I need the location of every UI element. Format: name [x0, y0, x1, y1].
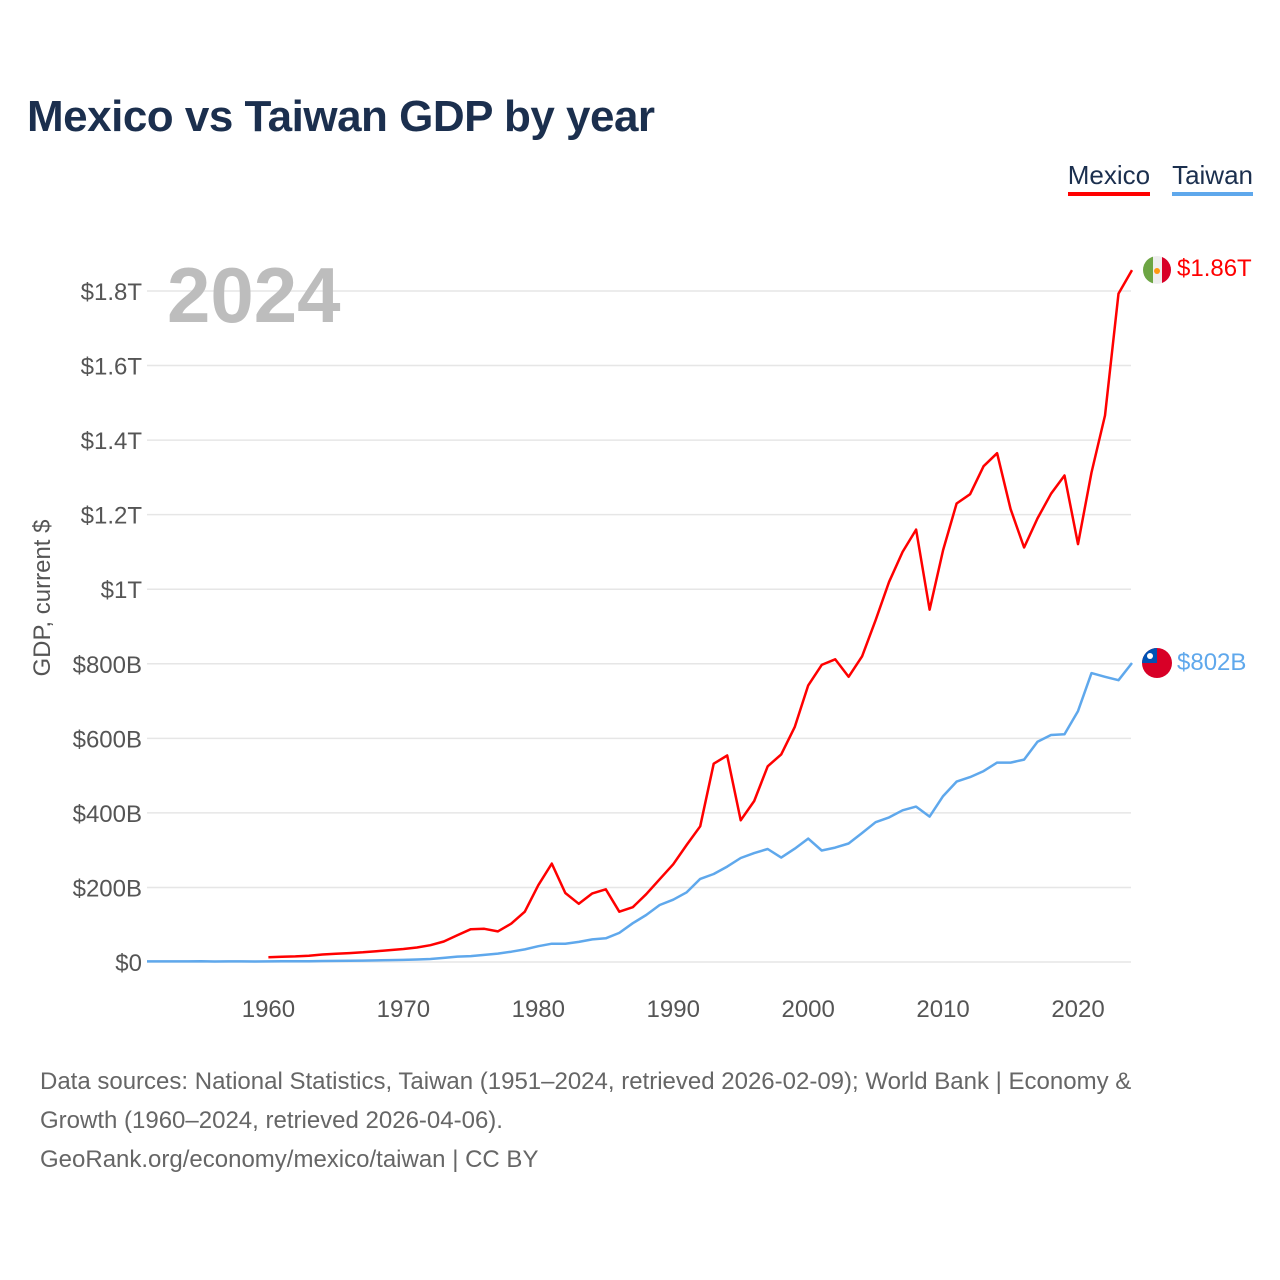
line-chart: $0 $200B $400B $600B $800B $1T $1.2T $1.4T $1.6T…: [29, 251, 1252, 1023]
y-tick-label: $1.2T: [81, 503, 143, 530]
taiwan-end-value: $802B: [1177, 649, 1246, 676]
mexico-flag-icon: [1143, 256, 1171, 284]
y-tick-label: $600B: [73, 726, 142, 753]
legend-taiwan[interactable]: Taiwan: [1172, 160, 1253, 196]
x-tick-label: 2000: [781, 996, 834, 1023]
y-tick-label: $1T: [101, 577, 143, 604]
x-tick-label: 1970: [377, 996, 430, 1023]
mexico-end-marker: $1.86T: [1143, 255, 1252, 284]
taiwan-flag-icon: [1142, 648, 1172, 678]
mexico-line: [268, 269, 1134, 959]
x-tick-label: 1980: [512, 996, 565, 1023]
source-line-2: Growth (1960–2024, retrieved 2026-04-06)…: [40, 1107, 503, 1134]
source-link[interactable]: GeoRank.org/economy/mexico/taiwan | CC B…: [40, 1146, 539, 1173]
x-tick-label: 1990: [647, 996, 700, 1023]
source-line-1: Data sources: National Statistics, Taiwa…: [40, 1068, 1132, 1095]
y-tick-label: $0: [115, 950, 142, 977]
x-tick-label: 1960: [242, 996, 295, 1023]
y-tick-label: $1.4T: [81, 428, 143, 455]
y-tick-label: $400B: [73, 801, 142, 828]
taiwan-end-marker: $802B: [1142, 648, 1246, 678]
y-axis-label: GDP, current $: [29, 520, 56, 677]
legend: Mexico Taiwan: [1067, 160, 1253, 196]
y-tick-label: $800B: [73, 652, 142, 679]
x-tick-label: 2010: [916, 996, 969, 1023]
x-tick-label: 2020: [1051, 996, 1104, 1023]
y-tick-label: $1.8T: [81, 279, 143, 306]
legend-mexico[interactable]: Mexico: [1067, 160, 1151, 196]
taiwan-line: [147, 662, 1133, 963]
year-label: 2024: [167, 251, 341, 339]
y-tick-label: $1.6T: [81, 354, 143, 381]
mexico-end-value: $1.86T: [1177, 255, 1252, 282]
y-tick-label: $200B: [73, 875, 142, 902]
footer: Data sources: National Statistics, Taiwa…: [40, 1062, 1240, 1179]
chart-title: Mexico vs Taiwan GDP by year: [27, 92, 655, 141]
